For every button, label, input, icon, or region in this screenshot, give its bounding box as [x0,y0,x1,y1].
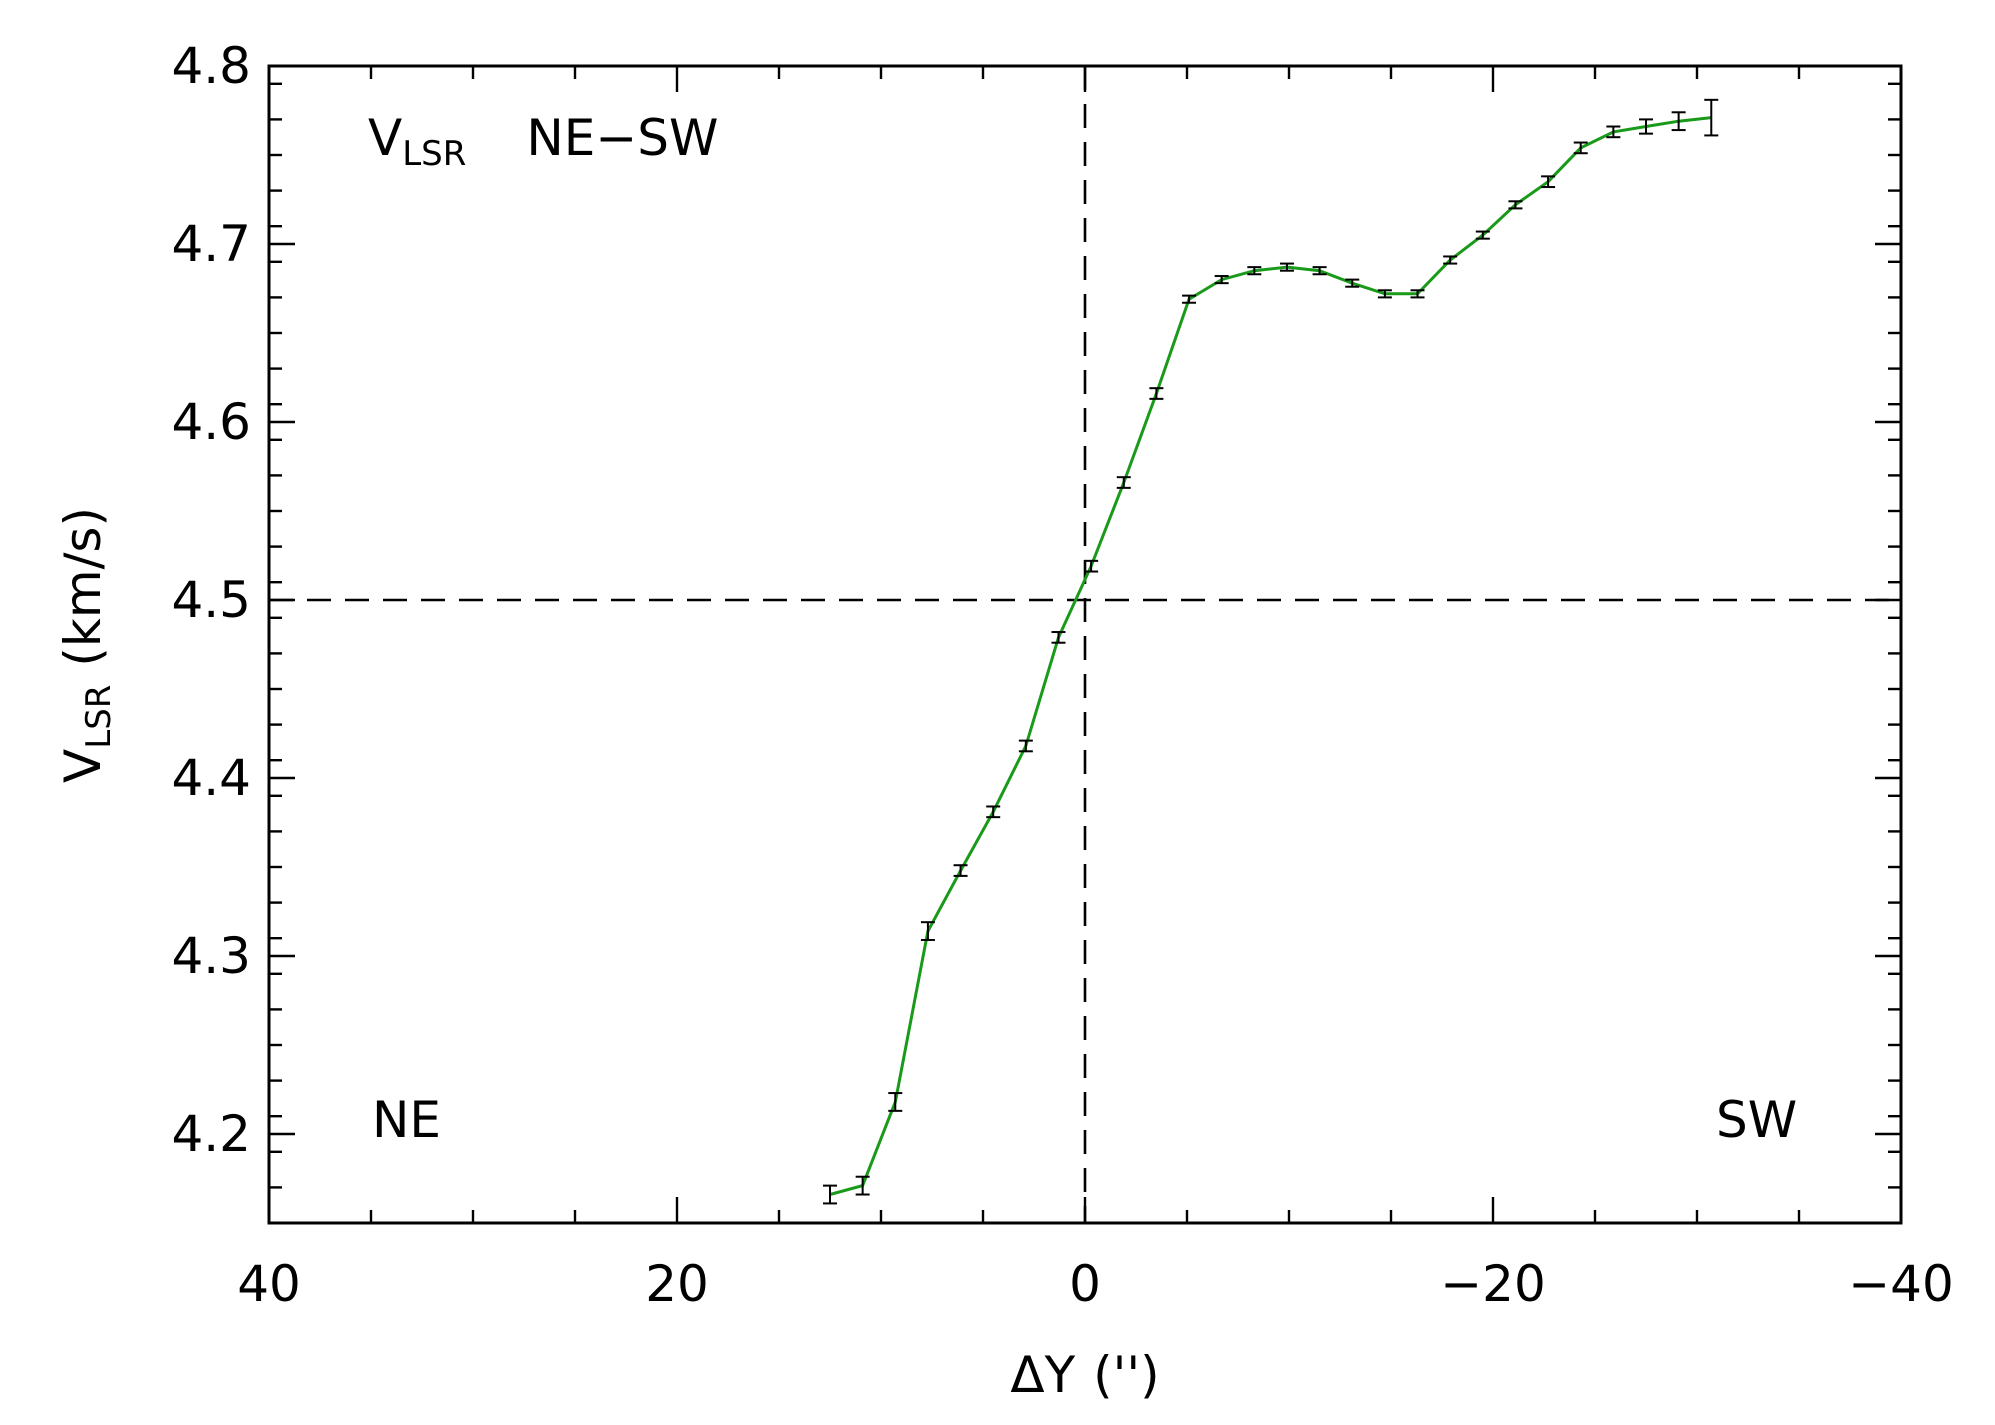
data-point [1573,141,1588,155]
data-point [855,1175,870,1196]
series-line [829,116,1712,1196]
y-tick-label: 4.3 [171,927,251,985]
data-point [1443,255,1458,265]
data-point [1116,476,1131,489]
data-point [1606,125,1621,139]
x-axis-title: ΔY ('') [1010,1346,1159,1404]
x-tick-label: −20 [1440,1255,1546,1313]
x-tick-label: 20 [645,1255,709,1313]
data-point [953,864,968,877]
plot-frame [267,64,1903,1225]
data-point [1084,559,1099,573]
y-tick-label: 4.5 [171,571,251,629]
y-tick-label: 4.4 [171,749,251,807]
data-point [1312,266,1327,276]
data-point [1704,98,1719,137]
data-point [1475,230,1490,240]
x-axis-title-main: ΔY [1010,1346,1075,1404]
y-axis-title-main: V [54,749,112,783]
data-point [1345,278,1360,288]
data-point [1508,200,1523,210]
data-point [1541,175,1556,189]
panel-title-main: V [368,109,402,167]
y-axis-title-sub: LSR [79,685,119,749]
panel-title-sub: LSR [402,134,466,174]
y-tick-label: 4.2 [171,1105,251,1163]
data-point [986,805,1001,819]
data-point [1247,266,1262,276]
data-point [1018,739,1033,753]
x-tick-label: 0 [1069,1255,1101,1313]
data-point [1214,275,1229,285]
x-tick-label: 40 [237,1255,301,1313]
data-point [1639,118,1653,135]
data-point [920,921,935,941]
data-point [1182,294,1197,304]
x-axis-title-unit: ('') [1093,1346,1160,1404]
panel-title-rest: NE−SW [526,109,718,167]
tick-labels: 40 20 0 −20 −40 4.2 4.3 4.4 4.5 4.6 4.7 4.8 [171,37,1953,1313]
annotation-ne: NE [372,1091,441,1149]
data-point [1377,289,1392,299]
data-point [1410,289,1425,299]
data-point [888,1092,903,1112]
data-point [1149,387,1164,400]
y-axis-title-unit: (km/s) [54,507,112,667]
annotation-sw: SW [1716,1091,1797,1149]
data-point [1671,111,1686,132]
y-axis-title: VLSR (km/s) [54,507,119,783]
data-point [823,1184,837,1205]
y-tick-label: 4.7 [171,215,251,273]
series-layer [823,98,1719,1205]
x-tick-label: −40 [1848,1255,1954,1313]
data-point [1051,631,1066,644]
panel-title: VLSR NE−SW [368,109,718,174]
data-point [1279,262,1294,272]
reference-lines [269,66,1901,1223]
y-tick-label: 4.8 [171,37,251,95]
y-tick-label: 4.6 [171,393,251,451]
